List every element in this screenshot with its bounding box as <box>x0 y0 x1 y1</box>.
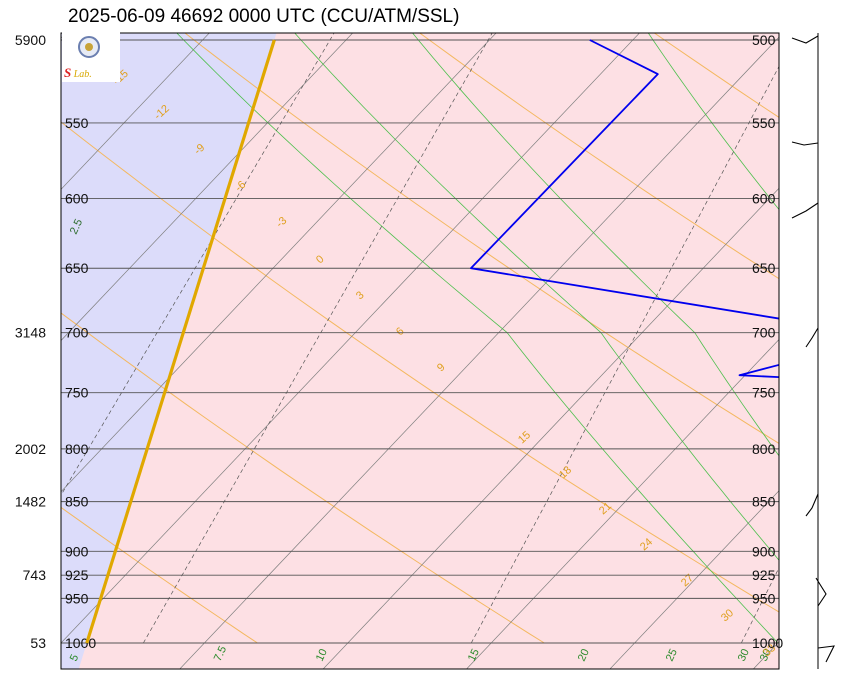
isobar-label-right: 950 <box>752 590 776 606</box>
isobar-label-left: 650 <box>65 260 89 276</box>
isobar-label-left: 700 <box>65 325 89 341</box>
isobar-label-right: 750 <box>752 385 776 401</box>
isobar-label-right: 925 <box>752 567 776 583</box>
wind-barbs <box>791 33 835 669</box>
dry-adiabat <box>184 33 779 445</box>
wind-barb-550 <box>791 141 819 146</box>
moist-adiabat-label: 5 <box>68 653 81 664</box>
isobar-label-left: 850 <box>65 494 89 510</box>
height-label: 5900 <box>15 32 46 48</box>
moist-adiabat-label: 25 <box>664 647 680 663</box>
isotherm <box>466 339 779 669</box>
height-labels: 5900 3148 2002 1482 743 53 <box>15 32 46 651</box>
parcel-trace <box>85 39 276 644</box>
wind-barb-1000 <box>817 645 835 663</box>
dry-adiabat <box>418 33 779 280</box>
moist-adiabat <box>647 33 779 211</box>
isotherm <box>609 490 779 669</box>
isobar-label-right: 700 <box>752 325 776 341</box>
moist-adiabat <box>412 33 779 457</box>
dry-adiabat <box>61 121 779 613</box>
height-label: 2002 <box>15 441 46 457</box>
isobar-label-left: 950 <box>65 590 89 606</box>
height-label: 3148 <box>15 325 46 341</box>
isobar-label-right: 550 <box>752 115 776 131</box>
stable-region <box>61 33 277 669</box>
height-label: 1482 <box>15 494 46 510</box>
isobar-label-right: 600 <box>752 191 776 207</box>
wind-barb-925 <box>815 577 827 607</box>
chart-title: 2025-06-09 46692 0000 UTC (CCU/ATM/SSL) <box>68 6 460 27</box>
isobar-label-right: 850 <box>752 494 776 510</box>
dry-adiabat <box>61 506 258 644</box>
moist-adiabat <box>294 33 779 561</box>
moist-adiabat-label: 7.5 <box>212 644 229 663</box>
lab-logo: S Lab. <box>62 32 120 82</box>
height-label: 743 <box>23 567 47 583</box>
isobar-label-right: 800 <box>752 441 776 457</box>
moist-adiabat <box>834 0 850 643</box>
wind-barb-500 <box>791 35 819 44</box>
dry-adiabat <box>653 33 779 118</box>
isobar-label-left: 600 <box>65 191 89 207</box>
mixing-ratio-line <box>61 33 335 496</box>
isobar-label-left: 800 <box>65 441 89 457</box>
isobar-label-right: 500 <box>752 32 776 48</box>
moist-adiabat-label: 30 <box>736 647 752 663</box>
moist-adiabat-label: 20 <box>576 647 592 663</box>
isobar-label-left: 900 <box>65 543 89 559</box>
seal-icon <box>78 36 100 58</box>
mixing-ratio-label: 2.5 <box>68 217 85 236</box>
dewpoint-trace <box>469 39 779 379</box>
moist-adiabat-label: 15 <box>466 647 482 663</box>
isotherm <box>322 187 779 669</box>
isobar-label-right: 650 <box>752 260 776 276</box>
isobar-label-left: 750 <box>65 385 89 401</box>
isobar-label-right: 1000 <box>752 635 783 651</box>
moist-adiabat-label: 10 <box>314 647 330 663</box>
isobar-label-left: 925 <box>65 567 89 583</box>
mixing-ratio-line <box>470 65 779 644</box>
wind-barb-700 <box>805 327 819 348</box>
plot-frame <box>60 32 780 670</box>
moist-adiabat <box>176 33 779 644</box>
logo-text: S Lab. <box>64 65 92 80</box>
wind-barb-850 <box>805 493 819 517</box>
height-label: 53 <box>30 635 46 651</box>
dry-adiabat <box>61 312 545 644</box>
isobar-label-left: 1000 <box>65 635 96 651</box>
isobar-label-right: 900 <box>752 543 776 559</box>
wind-barb-600 <box>791 202 819 219</box>
moist-adiabat-label: 30 <box>758 647 774 663</box>
isobar-label-left: 550 <box>65 115 89 131</box>
sounding-traces <box>85 39 779 644</box>
background-regions <box>61 33 779 669</box>
